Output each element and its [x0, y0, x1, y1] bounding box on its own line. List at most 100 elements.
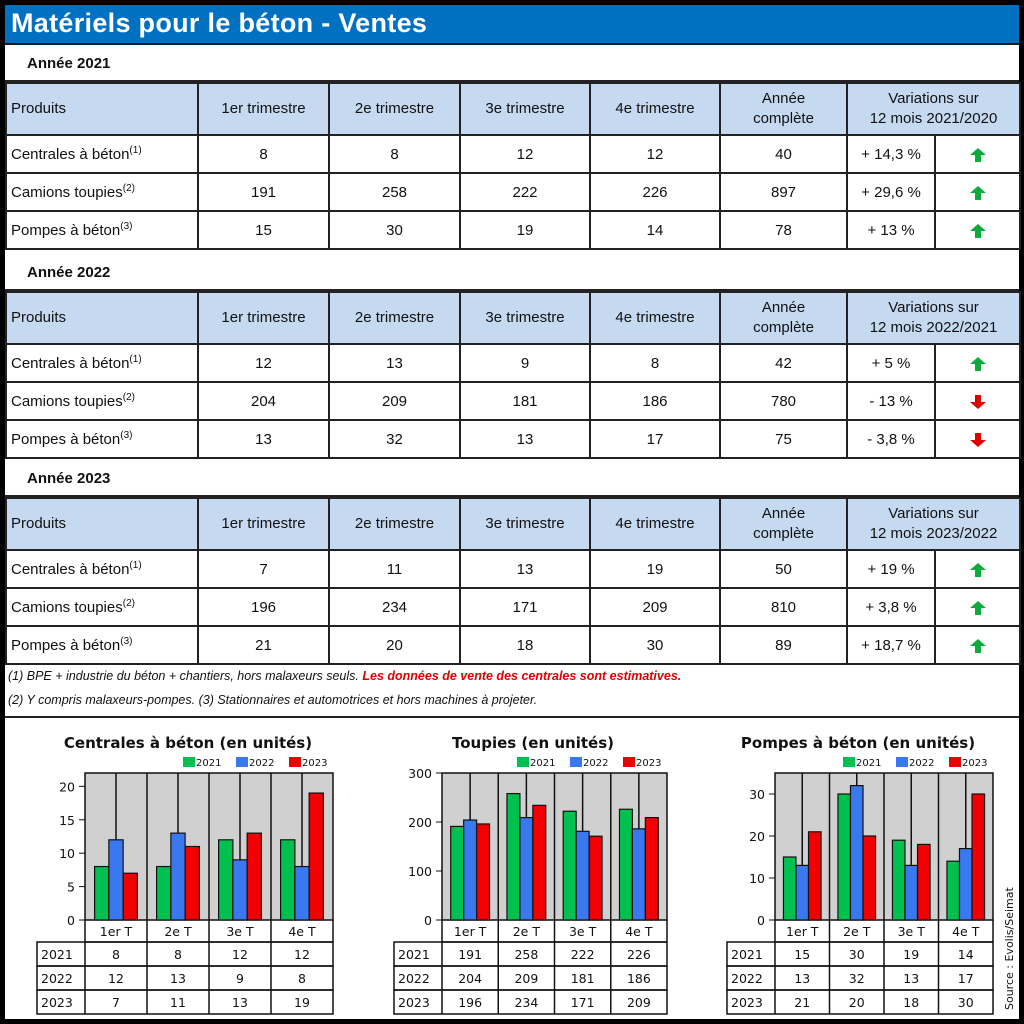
header-q1: 1er trimestre [197, 291, 330, 345]
table-header-row: Produits 1er trimestre 2e trimestre 3e t… [5, 497, 1022, 551]
legend-swatch-2021 [517, 757, 529, 767]
bar-2022-2eT [519, 816, 534, 921]
year-label: Année 2022 [5, 255, 1019, 291]
trend-cell [933, 587, 1022, 627]
x-category-label: 2e T [164, 924, 192, 939]
data-label: 204 [458, 971, 482, 986]
x-category-label: 2e T [843, 924, 871, 939]
x-category-label: 1er T [786, 924, 819, 939]
bar-2021-4eT [618, 808, 634, 921]
bar-2021-1erT [94, 865, 110, 921]
bar-2021-3eT [218, 839, 234, 921]
data-label: 234 [514, 995, 538, 1010]
footnote-ref: (3) [120, 429, 133, 441]
bar-chart-svg: Pompes à béton (en unités)2021 2022 202301… [726, 734, 994, 1015]
data-table-series-label: 2021 [731, 947, 763, 962]
year-total: 40 [719, 134, 848, 174]
x-category-label: 4e T [952, 924, 980, 939]
q2-value: 30 [328, 210, 461, 250]
data-label: 14 [958, 947, 974, 962]
product-name: Pompes à béton(3) [5, 419, 199, 459]
table-row: Pompes à béton(3) 21 20 18 30 89 + 18,7 … [5, 625, 1022, 665]
data-label: 13 [903, 971, 919, 986]
legend-swatch-2022 [896, 757, 908, 767]
data-label: 13 [232, 995, 248, 1010]
data-label: 258 [514, 947, 538, 962]
x-category-label: 2e T [513, 924, 541, 939]
y-tick-label: 200 [408, 815, 432, 830]
header-q2: 2e trimestre [328, 291, 461, 345]
header-annee-line1: Année [761, 299, 806, 316]
q1-value: 191 [197, 172, 330, 212]
sales-table: Produits 1er trimestre 2e trimestre 3e t… [5, 497, 1022, 665]
data-label: 12 [294, 947, 310, 962]
data-label: 13 [794, 971, 810, 986]
data-label: 11 [170, 995, 186, 1010]
bar-2022-4eT [958, 848, 973, 921]
year-total: 50 [719, 549, 848, 589]
bar-2022-1erT [795, 864, 810, 921]
q4-value: 226 [589, 172, 721, 212]
product-name: Pompes à béton(3) [5, 210, 199, 250]
arrow-up-icon [969, 600, 986, 615]
data-label: 226 [627, 947, 651, 962]
data-table-series-label: 2023 [41, 995, 73, 1010]
charts-area: Centrales à béton (en unités) 2021 2022 202… [5, 720, 1019, 1019]
bar-2021-4eT [280, 839, 296, 921]
year-total: 897 [719, 172, 848, 212]
arrow-up-icon [969, 185, 986, 200]
q1-value: 8 [197, 134, 330, 174]
product-label: Pompes à béton [11, 221, 121, 239]
footnote-ref: (3) [120, 220, 133, 232]
q1-value: 204 [197, 381, 330, 421]
q4-value: 186 [589, 381, 721, 421]
product-name: Camions toupies(2) [5, 381, 199, 421]
footnote-ref: (1) [129, 144, 142, 156]
legend-swatch-2021 [183, 757, 195, 767]
y-tick-label: 20 [59, 779, 75, 794]
data-label: 30 [849, 947, 865, 962]
variation-value: + 3,8 % [846, 587, 936, 627]
bar-2021-1erT [450, 825, 465, 921]
page-title: Matériels pour le béton - Ventes [11, 8, 428, 38]
bar-2023-1erT [807, 831, 822, 921]
variation-value: + 19 % [846, 549, 936, 589]
header-q3: 3e trimestre [459, 291, 591, 345]
header-var-line2: 12 mois 2022/2021 [869, 319, 998, 336]
arrow-down-icon [969, 394, 986, 409]
x-category-label: 3e T [569, 924, 597, 939]
product-name: Camions toupies(2) [5, 172, 199, 212]
q3-value: 18 [459, 625, 591, 665]
product-label: Camions toupies [11, 392, 123, 410]
header-q2: 2e trimestre [328, 82, 461, 136]
variation-value: - 13 % [846, 381, 936, 421]
legend-swatch-2021 [843, 757, 855, 767]
legend-swatch-2023 [949, 757, 961, 767]
bar-chart-svg: Toupies (en unités) 2021 2022 2023 0 100 200 30… [393, 734, 668, 1015]
y-tick-label: 300 [408, 766, 432, 781]
chart-centrales: Centrales à béton (en unités) 2021 2022 202… [5, 720, 340, 1019]
year-label: Année 2021 [5, 46, 1019, 82]
product-name: Centrales à béton(1) [5, 549, 199, 589]
source-credit: Source : Evolis/Seimat [1003, 887, 1016, 1010]
product-label: Centrales à béton [11, 560, 130, 578]
arrow-down-icon [969, 432, 986, 447]
bar-2021-4eT [946, 860, 961, 921]
q4-value: 8 [589, 343, 721, 383]
footnote-ref: (1) [129, 559, 142, 571]
q3-value: 181 [459, 381, 591, 421]
header-variations: Variations sur 12 mois 2022/2021 [845, 291, 1022, 345]
header-variations: Variations sur 12 mois 2023/2022 [845, 497, 1022, 551]
bar-2022-4eT [631, 828, 646, 921]
data-table-row [36, 989, 334, 1015]
q4-value: 12 [589, 134, 721, 174]
variation-value: + 5 % [846, 343, 936, 383]
data-label: 19 [903, 947, 919, 962]
chart-title: Toupies (en unités) [452, 734, 614, 752]
table-row: Centrales à béton(1) 7 11 13 19 50 + 19 … [5, 549, 1022, 589]
data-label: 7 [112, 995, 120, 1010]
q1-value: 196 [197, 587, 330, 627]
legend-label: 2022 [909, 758, 934, 769]
data-label: 15 [794, 947, 810, 962]
data-label: 9 [236, 971, 244, 986]
